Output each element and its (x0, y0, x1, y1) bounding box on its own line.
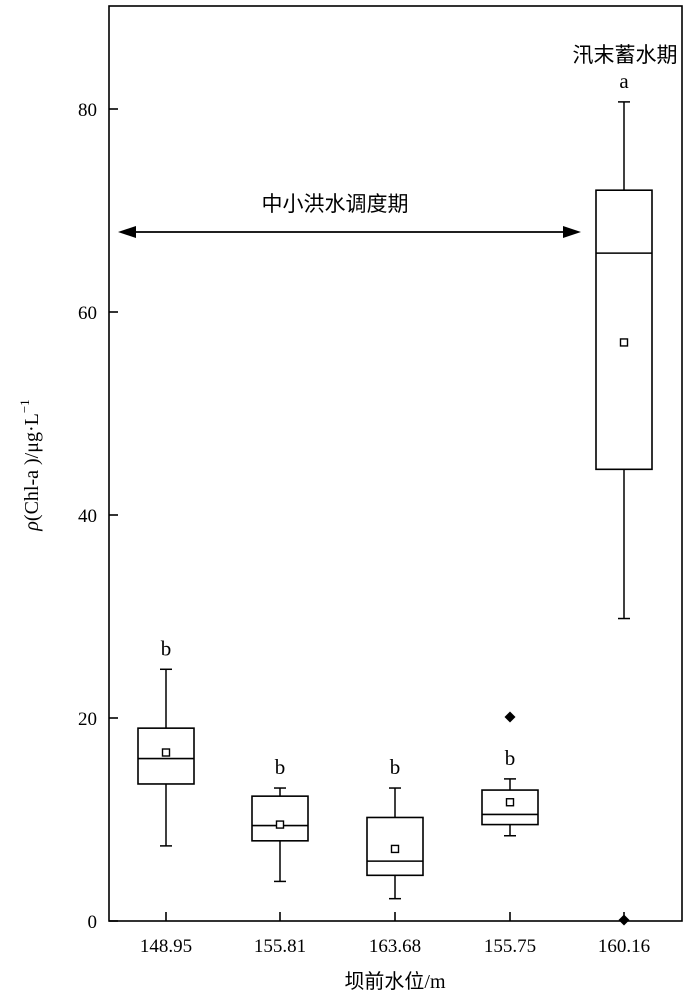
x-tick-label: 163.68 (369, 936, 421, 957)
iqr-box (251, 795, 309, 842)
y-tick-label: 60 (78, 303, 97, 324)
mean-marker (161, 748, 171, 757)
x-tick-label: 148.95 (140, 936, 192, 957)
outlier-point (504, 711, 516, 723)
box-series: b b b b a (137, 69, 653, 926)
y-tick-label: 0 (88, 912, 98, 933)
outlier-point (618, 914, 630, 926)
box-160.16: a (595, 69, 653, 926)
significance-letter: b (161, 636, 172, 660)
significance-letter: b (505, 746, 516, 770)
significance-letter: b (275, 755, 286, 779)
box-155.81: b (251, 755, 309, 883)
x-tick-label: 160.16 (598, 936, 650, 957)
flood-period-arrow (118, 226, 581, 238)
x-axis: 148.95 155.81 163.68 155.75 160.16 (140, 912, 650, 957)
significance-letter: b (390, 755, 401, 779)
y-tick-label: 20 (78, 709, 97, 730)
box-155.75: b (481, 711, 539, 837)
box-148.95: b (137, 636, 195, 847)
storage-period-label: 汛末蓄水期 (573, 43, 678, 67)
y-axis-label: ρ(Chl-a )/μg·L−1 (17, 399, 43, 531)
y-tick-label: 80 (78, 100, 97, 121)
x-tick-label: 155.75 (484, 936, 536, 957)
x-axis-label: 坝前水位/m (344, 970, 446, 993)
y-axis-label-main: (Chl-a )/μg·L (21, 413, 43, 521)
flood-period-label: 中小洪水调度期 (262, 192, 409, 216)
y-axis: 0 20 40 60 80 (78, 100, 118, 933)
y-tick-label: 40 (78, 506, 97, 527)
x-tick-label: 155.81 (254, 936, 306, 957)
y-axis-label-sup: −1 (17, 399, 32, 413)
y-axis-label-prefix: ρ (21, 521, 43, 532)
iqr-box (481, 789, 539, 826)
mean-marker (390, 844, 400, 854)
mean-marker (619, 338, 629, 347)
mean-marker (275, 820, 285, 829)
mean-marker (505, 798, 515, 807)
iqr-box (595, 189, 653, 471)
significance-letter: a (619, 69, 629, 93)
box-163.68: b (366, 755, 424, 900)
